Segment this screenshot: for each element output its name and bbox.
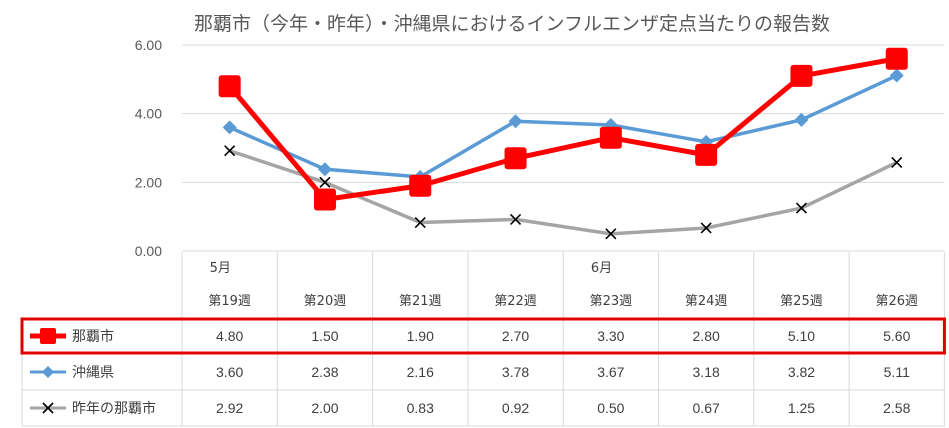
data-point [795,202,808,214]
x-tick-label: 第25週 [780,294,823,309]
data-label: 1.25 [788,400,815,416]
data-label: 2.38 [311,364,338,380]
y-tick-label: 2.00 [135,174,162,190]
data-label: 0.67 [693,400,720,416]
x-tick-label: 第20週 [304,294,347,309]
data-point [885,47,908,70]
y-tick-label: 6.00 [135,37,162,53]
data-label: 1.50 [311,328,338,344]
data-label: 3.60 [216,364,243,380]
data-label: 0.50 [597,400,624,416]
data-label: 2.80 [693,328,720,344]
data-label: 4.80 [216,328,243,344]
data-label: 3.82 [788,364,815,380]
data-point [891,156,903,168]
x-tick-label: 第19週 [208,294,251,309]
data-point [504,147,527,170]
chart-title: 那覇市（今年・昨年）・沖縄県におけるインフルエンザ定点当たりの報告数 [194,13,830,35]
highlight-box [20,317,946,355]
x-tick-label: 第23週 [590,294,633,309]
data-label: 2.16 [407,364,434,380]
data-point [509,213,522,225]
data-point [605,228,617,240]
data-label: 5.10 [788,328,815,344]
y-tick-label: 0.00 [135,243,162,259]
data-label: 2.92 [216,400,243,416]
data-point [790,64,813,87]
data-point [414,216,426,229]
data-point [218,75,241,98]
data-label: 0.92 [502,400,529,416]
data-point [222,120,237,135]
data-label: 3.78 [502,364,529,380]
data-point [700,222,712,234]
data-label: 2.70 [502,328,529,344]
data-label: 5.11 [884,364,910,380]
data-label: 3.18 [693,364,720,380]
series-line-1 [228,73,898,179]
legend-key-marker [42,402,54,414]
y-axis: 0.00 2.00 4.00 6.00 [135,37,162,259]
legend-key-marker [40,328,56,344]
data-label: 5.60 [883,328,910,344]
y-tick-label: 4.00 [135,106,162,122]
data-point [313,188,336,211]
data-point [599,126,622,149]
data-point [889,68,904,83]
x-tick-label: 第26週 [875,294,918,309]
data-point [603,117,618,132]
data-label: 2.58 [883,400,910,416]
legend-label: 沖縄県 [72,365,114,381]
data-label: 2.00 [311,400,338,416]
legend-label: 昨年の那覇市 [72,400,156,417]
x-tick-label: 第22週 [494,294,537,309]
x-tick-label: 第24週 [685,294,728,309]
series-line-0 [227,56,898,202]
data-point [317,162,332,177]
data-label: 3.67 [597,364,624,380]
series-line-2 [229,149,898,236]
data-point [319,176,331,188]
data-label: 0.83 [407,400,434,416]
legend-key-marker [42,366,54,378]
data-point [224,145,236,157]
plot-area [218,47,908,240]
data-point [794,112,809,127]
x-tick-label: 第21週 [399,294,442,309]
month-label: 6月 [591,261,612,276]
data-point [409,174,432,197]
legend-label: 那覇市 [72,328,114,345]
data-point [508,114,523,129]
data-point [695,143,718,166]
data-label: 3.30 [597,328,624,344]
month-label: 5月 [210,261,231,276]
data-label: 1.90 [407,328,434,344]
